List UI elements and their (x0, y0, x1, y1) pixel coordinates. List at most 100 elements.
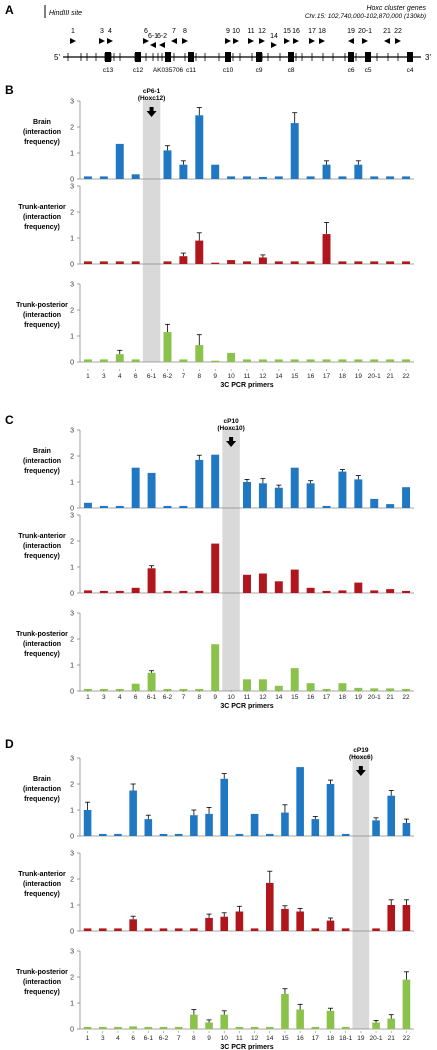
y-tick-label: 3 (70, 282, 74, 289)
bar-trunk-posterior-14 (274, 359, 283, 362)
bar-trunk-anterior-3 (98, 928, 107, 931)
bar-trunk-posterior-6-2 (163, 688, 172, 691)
bar-trunk-anterior-14 (274, 581, 283, 593)
bar-trunk-anterior-21 (387, 905, 396, 931)
gene-block-c12 (135, 52, 141, 62)
x-axis-title: 3C PCR primers (220, 1044, 273, 1050)
bait-band (142, 99, 161, 362)
gene-label-c10: c10 (223, 67, 234, 74)
bar-trunk-posterior-18 (338, 683, 347, 691)
cluster-title: Hoxc cluster genes (366, 5, 426, 12)
row-label-trunk-posterior: frequency) (24, 651, 60, 658)
bait-gene-label: (Hoxc12) (138, 95, 165, 102)
bar-brain-6-2 (163, 505, 172, 508)
y-tick-label: 2 (70, 637, 74, 644)
row-label-brain: (interaction (23, 458, 61, 465)
bar-trunk-posterior-4 (115, 688, 124, 691)
bar-trunk-anterior-15 (290, 569, 299, 593)
bait-label: cP19 (353, 747, 369, 754)
gene-block-ak035706 (165, 52, 171, 62)
bar-trunk-posterior-1 (83, 1026, 92, 1029)
x-tick-label: 6 (134, 694, 138, 701)
bait-gene-label: (Hoxc10) (217, 425, 244, 432)
bar-brain-7 (179, 505, 188, 508)
bar-trunk-posterior-7 (179, 359, 188, 362)
panel-letter-b: B (5, 83, 14, 97)
bar-trunk-posterior-14 (274, 685, 283, 691)
x-tick-label: 19 (355, 694, 363, 701)
bar-brain-22 (402, 487, 411, 508)
row-label-trunk-posterior: Trunk-posterior (16, 631, 68, 638)
primer-label-4: 4 (108, 28, 112, 35)
y-tick-label: 3 (70, 99, 74, 106)
primer-label-15: 15 (283, 28, 291, 35)
x-tick-label: 6-1 (147, 694, 157, 701)
primer-arrow-10 (233, 38, 239, 44)
bar-trunk-posterior-4 (114, 1026, 122, 1029)
gene-label-c9: c9 (256, 67, 263, 74)
x-tick-label: 21 (387, 373, 395, 380)
bar-trunk-anterior-1 (83, 928, 92, 931)
x-tick-label: 22 (403, 1035, 411, 1042)
bar-trunk-posterior-16 (296, 1009, 304, 1029)
x-tick-label: 7 (182, 694, 186, 701)
bar-trunk-anterior-21 (386, 589, 395, 593)
x-tick-label: 6 (131, 1035, 135, 1042)
bar-trunk-posterior-17 (322, 688, 331, 691)
bar-brain-9 (205, 813, 213, 836)
y-tick-label: 0 (70, 929, 74, 936)
bar-trunk-posterior-16 (306, 683, 315, 691)
primer-arrow-19 (348, 38, 354, 44)
y-tick-label: 3 (70, 428, 74, 435)
y-tick-label: 3 (70, 949, 74, 956)
bar-brain-6-1 (147, 472, 156, 508)
bar-trunk-posterior-10 (227, 352, 236, 362)
bar-brain-22 (402, 823, 411, 836)
bar-trunk-anterior-14 (265, 882, 274, 931)
bar-brain-9 (211, 454, 220, 508)
bar-trunk-anterior-22 (402, 905, 411, 931)
bar-brain-9 (211, 164, 220, 179)
bar-brain-8 (190, 815, 198, 836)
bar-trunk-posterior-19 (354, 687, 363, 691)
primer-label-8: 8 (183, 28, 187, 35)
bar-trunk-posterior-8 (195, 688, 204, 691)
bar-brain-1 (83, 810, 92, 836)
bar-trunk-anterior-3 (99, 261, 108, 264)
bar-trunk-anterior-17 (322, 234, 331, 264)
gene-label-c13: c13 (103, 67, 114, 74)
x-tick-label: 22 (402, 373, 410, 380)
x-tick-label: 10 (227, 373, 235, 380)
x-tick-label: 18 (339, 694, 347, 701)
y-tick-label: 1 (70, 565, 74, 572)
bar-row-trunk-posterior: 0 1 2 3 Trunk-posterior (interaction frequency… (16, 282, 414, 367)
x-tick-label: 21 (388, 1035, 396, 1042)
gene-block-c4 (407, 52, 413, 62)
bar-trunk-posterior-12 (258, 359, 267, 362)
x-tick-label: 7 (182, 373, 186, 380)
bar-brain-4 (114, 833, 122, 836)
bar-trunk-anterior-4 (115, 261, 124, 264)
row-label-brain: Brain (33, 448, 51, 455)
bar-trunk-anterior-20-1 (370, 261, 379, 264)
x-tick-label: 17 (323, 694, 331, 701)
row-label-trunk-posterior: (interaction (23, 312, 61, 319)
bar-brain-14 (274, 176, 283, 179)
primer-label-6: 6 (144, 28, 148, 35)
row-label-trunk-posterior: Trunk-posterior (16, 302, 68, 309)
row-label-brain: Brain (33, 776, 51, 783)
bar-trunk-posterior-20-1 (370, 688, 379, 691)
bar-trunk-posterior-3 (99, 688, 108, 691)
bar-trunk-anterior-11 (235, 911, 244, 931)
five-prime-end: 5' (54, 53, 60, 62)
bar-brain-11 (235, 833, 244, 836)
bar-trunk-anterior-6 (131, 587, 140, 593)
bar-trunk-posterior-15 (290, 668, 299, 691)
bar-trunk-anterior-22 (402, 261, 411, 264)
bar-trunk-anterior-6 (129, 919, 137, 931)
x-tick-label: 7 (177, 1035, 181, 1042)
primer-label-16: 16 (292, 28, 300, 35)
primer-arrow-11 (248, 38, 254, 44)
bar-trunk-anterior-19 (354, 261, 363, 264)
